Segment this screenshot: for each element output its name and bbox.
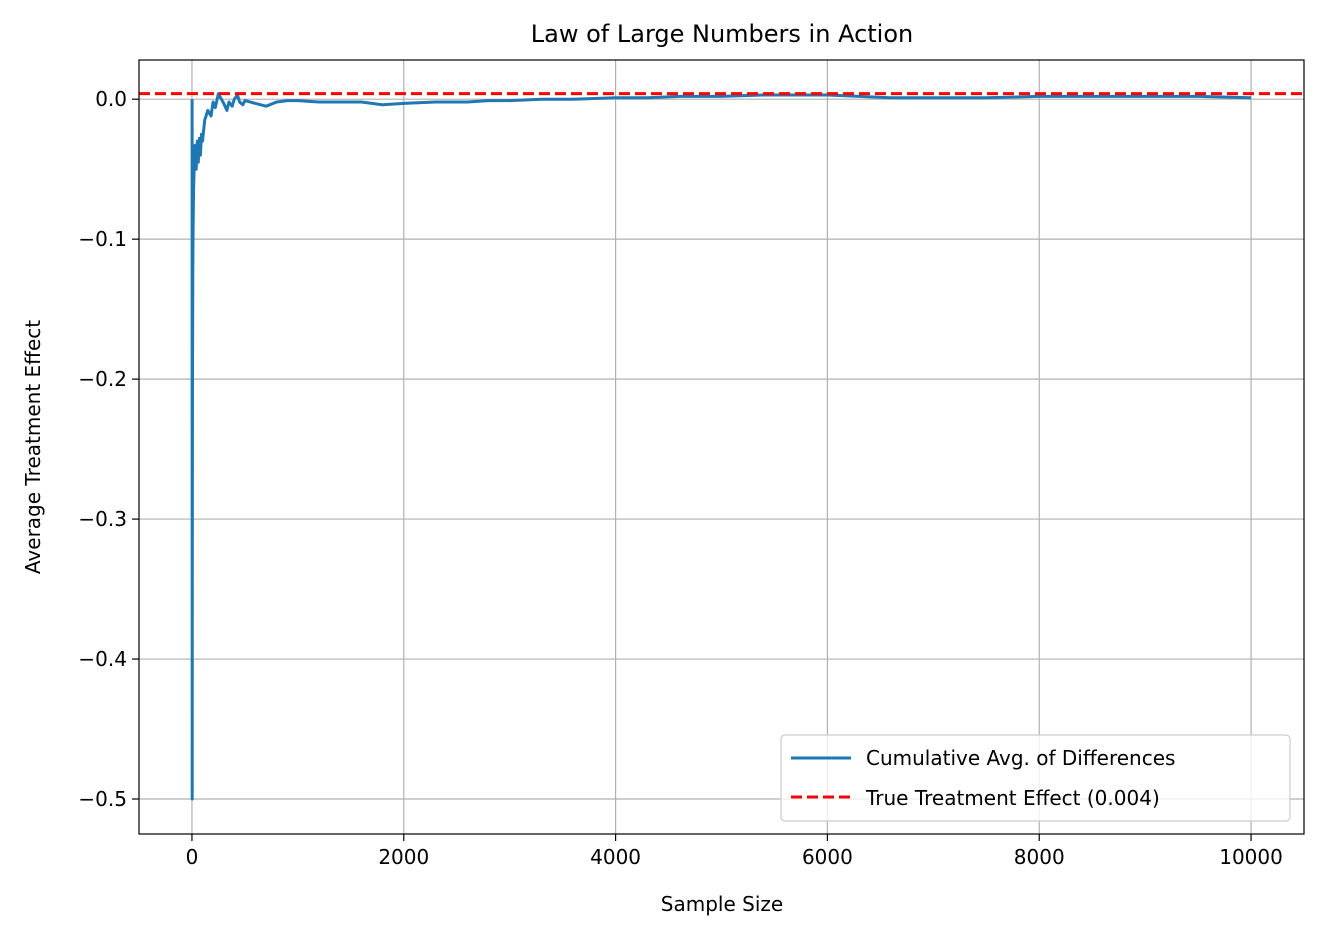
y-axis: 0.0 −0.1 −0.2 −0.3 −0.4 −0.5 xyxy=(78,87,139,811)
x-tick-label: 2000 xyxy=(378,845,429,869)
x-axis-title: Sample Size xyxy=(661,892,783,916)
y-tick-label: −0.2 xyxy=(78,367,127,391)
y-tick-label: 0.0 xyxy=(95,87,127,111)
series-line-cumulative-avg xyxy=(190,92,1252,801)
x-tick-label: 6000 xyxy=(802,845,853,869)
y-tick-label: −0.5 xyxy=(78,787,127,811)
legend-label-reference: True Treatment Effect (0.004) xyxy=(865,786,1160,810)
plot-frame xyxy=(138,59,1305,835)
legend-box xyxy=(780,734,1291,822)
y-tick-label: −0.1 xyxy=(78,227,127,251)
grid-layer xyxy=(139,60,1304,834)
x-axis: 0 2000 4000 6000 8000 10000 xyxy=(186,834,1283,869)
legend: Cumulative Avg. of Differences True Trea… xyxy=(780,734,1291,822)
y-tick-label: −0.3 xyxy=(78,507,127,531)
x-tick-label: 0 xyxy=(186,845,199,869)
plot-layer xyxy=(139,92,1304,801)
legend-label-series: Cumulative Avg. of Differences xyxy=(866,746,1175,770)
y-tick-label: −0.4 xyxy=(78,647,127,671)
x-tick-label: 10000 xyxy=(1219,845,1283,869)
y-axis-title: Average Treatment Effect xyxy=(21,320,45,574)
chart-title: Law of Large Numbers in Action xyxy=(531,20,913,48)
x-tick-label: 8000 xyxy=(1014,845,1065,869)
x-tick-label: 4000 xyxy=(590,845,641,869)
